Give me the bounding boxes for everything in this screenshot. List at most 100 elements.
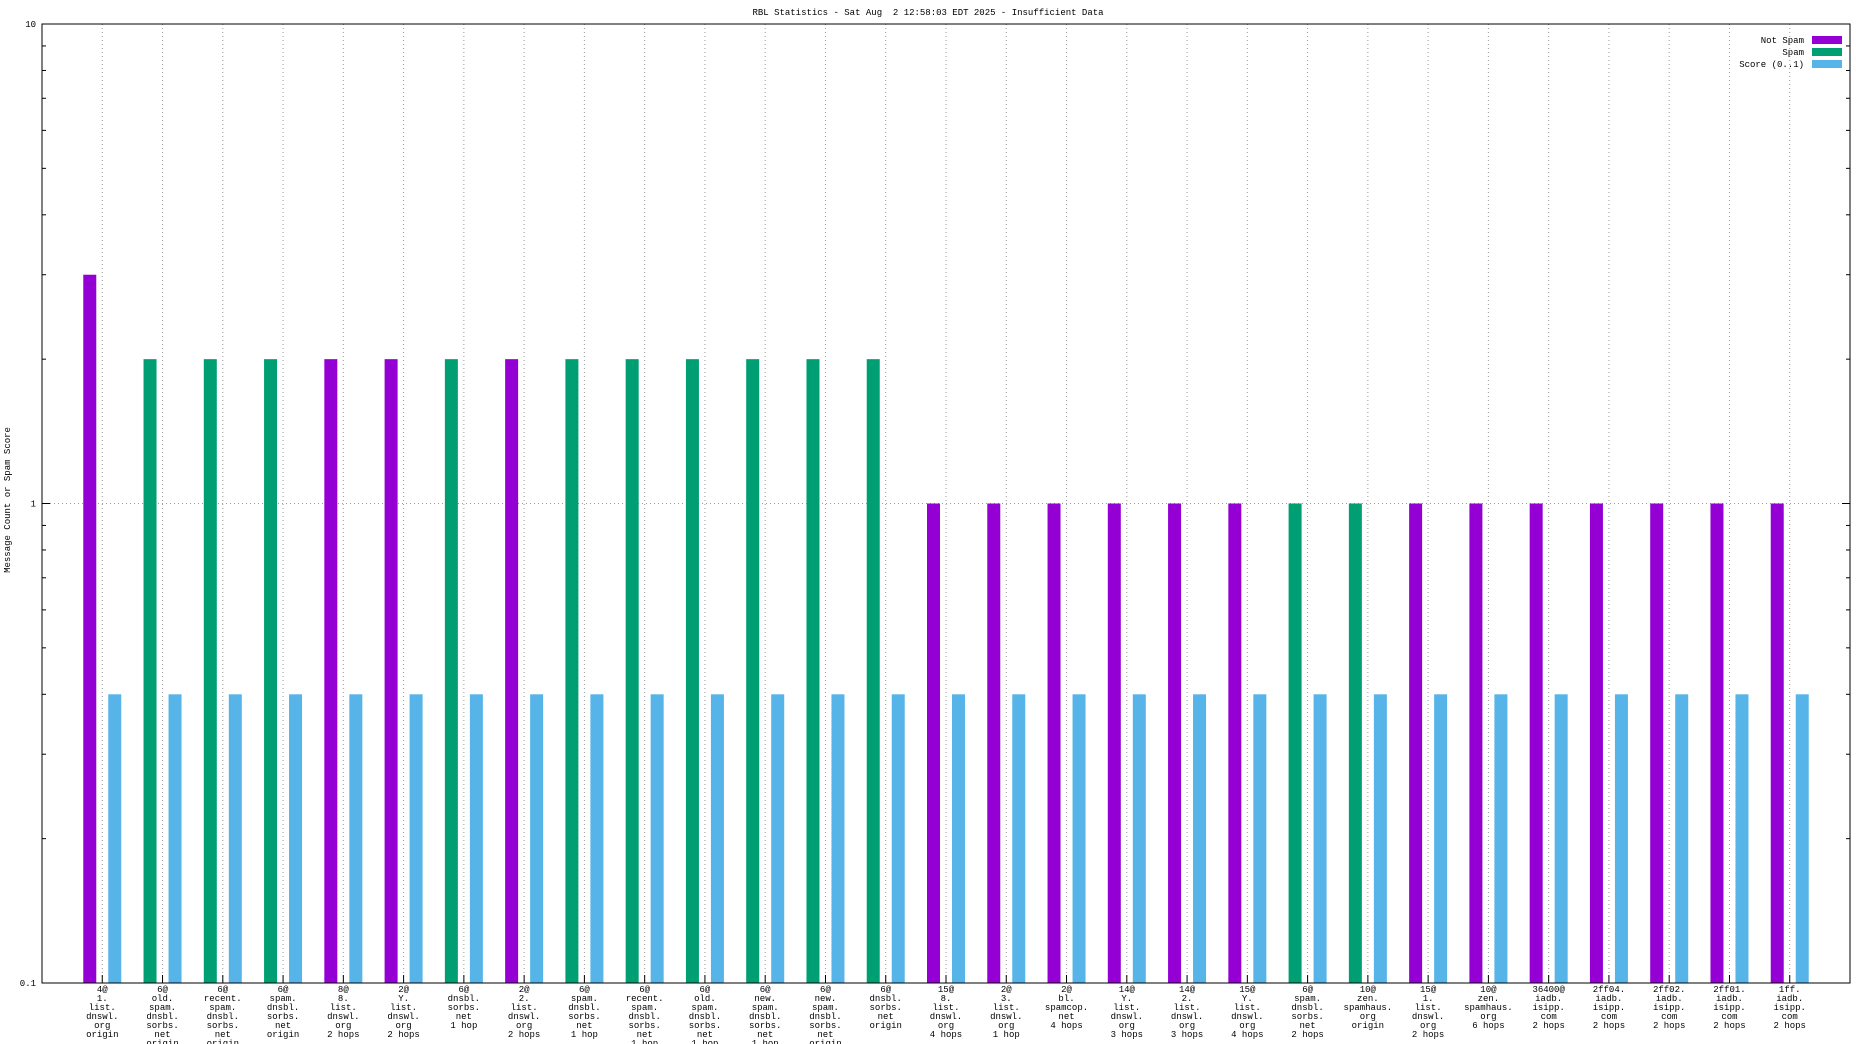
x-tick-label: 6@ spam. dnsbl. sorbs. net 2 hops [1291,985,1323,1040]
bar [1529,503,1543,983]
bar [1072,694,1086,983]
bar [1735,694,1749,983]
x-tick-label: 15@ Y. list. dnswl. org 4 hops [1231,985,1263,1040]
x-tick-label: 6@ new. spam. dnsbl. sorbs. net origin [809,985,841,1044]
x-tick-label: 6@ old. spam. dnsbl. sorbs. net origin [146,985,178,1044]
x-tick-label: 10@ zen. spamhaus. org origin [1344,985,1393,1031]
bar [469,694,483,983]
y-tick-label: 10 [25,20,36,30]
x-tick-label: 10@ zen. spamhaus. org 6 hops [1464,985,1513,1031]
bar [1469,503,1483,983]
bar [203,359,217,983]
x-tick-label: 6@ recent. spam. dnsbl. sorbs. net 1 hop [626,985,664,1044]
x-tick-label: 2@ bl. spamcop. net 4 hops [1045,985,1088,1031]
bar [1770,503,1784,983]
plot-frame [41,23,1851,984]
x-tick-label: 36400@ iadb. isipp. com 2 hops [1532,985,1565,1031]
bar [1434,694,1448,983]
legend-label: Spam [1782,48,1804,58]
bar [685,359,699,983]
bar [891,694,905,983]
x-tick-label: 2@ 2. list. dnswl. org 2 hops [508,985,540,1040]
x-tick-label: 2@ Y. list. dnswl. org 2 hops [387,985,419,1040]
bar [1554,694,1568,983]
bar [1132,694,1146,983]
bar [771,694,785,983]
bar [710,694,724,983]
x-tick-label: 15@ 8. list. dnswl. org 4 hops [930,985,962,1040]
x-tick-label: 6@ dnsbl. sorbs. net origin [870,985,902,1031]
bar [264,359,278,983]
y-axis-label: Message Count or Spam Score [3,427,13,573]
bar [590,694,604,983]
bar [1253,694,1267,983]
bar [324,359,338,983]
legend-label: Not Spam [1761,36,1804,46]
bar [83,274,97,984]
bar [1012,694,1026,983]
bar [987,503,1001,983]
x-tick-label: 6@ recent. spam. dnsbl. sorbs. net origin [204,985,242,1044]
bar [1193,694,1207,983]
legend-swatch [1812,36,1842,44]
bar [1650,503,1664,983]
legend-label: Score (0..1) [1739,60,1804,70]
bar [168,694,182,983]
y-tick-label: 1 [31,500,36,510]
bar [444,359,458,983]
bar [866,359,880,983]
bar [806,359,820,983]
x-tick-label: 15@ 1. list. dnswl. org 2 hops [1412,985,1444,1040]
x-tick-label: 14@ Y. list. dnswl. org 3 hops [1111,985,1143,1040]
bar [228,694,242,983]
y-tick-label: 0.1 [20,979,36,989]
legend-swatch [1812,60,1842,68]
bar [565,359,579,983]
bar [349,694,363,983]
bar [1047,503,1061,983]
x-tick-label: 4@ 1. list. dnswl. org origin [86,985,118,1040]
bar [1710,503,1724,983]
bar [1614,694,1628,983]
x-tick-label: 6@ dnsbl. sorbs. net 1 hop [448,985,480,1031]
bar [1107,503,1121,983]
bar [1313,694,1327,983]
bar [1373,694,1387,983]
bar [289,694,303,983]
x-tick-label: 14@ 2. list. dnswl. org 3 hops [1171,985,1203,1040]
bar [952,694,965,983]
x-tick-label: 2ff01. iadb. isipp. com 2 hops [1713,985,1745,1031]
bar [746,359,760,983]
bar [108,694,122,983]
bar [1228,503,1242,983]
x-tick-label: 6@ spam. dnsbl. sorbs. net 1 hop [568,985,600,1040]
bar [1675,694,1689,983]
bar [1409,503,1423,983]
x-tick-label: 8@ 8. list. dnswl. org 2 hops [327,985,359,1040]
x-tick-label: 2ff02. iadb. isipp. com 2 hops [1653,985,1685,1031]
bar [1494,694,1508,983]
bar [927,503,940,983]
x-tick-label: 2@ 3. list. dnswl. org 1 hop [990,985,1022,1040]
bar [143,359,157,983]
bar [505,359,519,983]
bar [831,694,845,983]
bar [530,694,544,983]
x-tick-label: 6@ spam. dnsbl. sorbs. net origin [267,985,299,1040]
x-tick-label: 6@ new. spam. dnsbl. sorbs. net 1 hop [749,985,781,1044]
legend-swatch [1812,48,1842,56]
bar [1795,694,1809,983]
x-tick-label: 6@ old. spam. dnsbl. sorbs. net 1 hop [689,985,721,1044]
bar [1589,503,1603,983]
bar [409,694,423,983]
bar [384,359,398,983]
bar [1168,503,1182,983]
x-tick-label: 1ff. iadb. isipp. com 2 hops [1774,985,1806,1031]
bar [650,694,664,983]
bar [625,359,639,983]
chart-title: RBL Statistics - Sat Aug 2 12:58:03 EDT … [752,8,1104,18]
bar [1348,503,1362,983]
x-tick-label: 2ff04. iadb. isipp. com 2 hops [1593,985,1625,1031]
